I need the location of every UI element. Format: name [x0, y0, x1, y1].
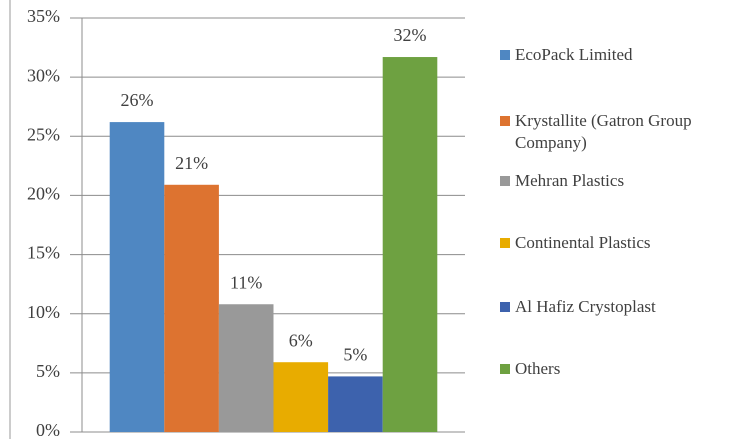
data-label: 21%: [175, 153, 208, 173]
legend-swatch: [500, 176, 510, 186]
legend-item: Al Hafiz Crystoplast: [500, 296, 740, 318]
data-label: 6%: [289, 330, 313, 350]
legend-swatch: [500, 302, 510, 312]
y-tick-label: 15%: [27, 243, 60, 263]
legend-item: Continental Plastics: [500, 232, 740, 254]
y-tick-label: 5%: [36, 361, 60, 381]
legend-item: EcoPack Limited: [500, 44, 740, 66]
bar: [164, 184, 219, 432]
legend-item: Krystallite (Gatron Group Company): [500, 110, 740, 154]
legend-label: Al Hafiz Crystoplast: [515, 297, 656, 316]
y-tick-label: 35%: [27, 6, 60, 26]
bar: [382, 57, 438, 432]
legend-label: Mehran Plastics: [515, 171, 625, 190]
legend-swatch: [500, 364, 510, 374]
bar: [328, 376, 383, 432]
data-label: 5%: [343, 345, 367, 365]
legend-item: Mehran Plastics: [500, 170, 740, 192]
legend-label: Others: [515, 359, 561, 378]
y-tick-label: 10%: [27, 302, 60, 322]
bar: [109, 122, 165, 432]
y-tick-label: 20%: [27, 184, 60, 204]
bar: [273, 362, 329, 432]
data-label: 26%: [121, 90, 154, 110]
legend-label: EcoPack Limited: [515, 45, 633, 64]
bar: [218, 304, 274, 432]
data-label: 11%: [230, 272, 262, 292]
y-tick-label: 30%: [27, 65, 60, 85]
legend-swatch: [500, 238, 510, 248]
legend-label: Continental Plastics: [515, 233, 651, 252]
legend-item: Others: [500, 358, 740, 380]
y-tick-label: 25%: [27, 124, 60, 144]
y-tick-label: 0%: [36, 420, 60, 439]
legend-swatch: [500, 116, 510, 126]
legend-swatch: [500, 50, 510, 60]
legend-label: Krystallite (Gatron Group Company): [515, 111, 692, 152]
data-label: 32%: [394, 25, 427, 45]
